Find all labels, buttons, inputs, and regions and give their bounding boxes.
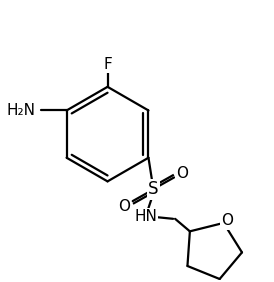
Text: S: S (148, 180, 159, 198)
Text: H₂N: H₂N (6, 103, 35, 118)
Text: F: F (103, 57, 112, 72)
Text: HN: HN (134, 209, 157, 224)
Text: O: O (221, 213, 233, 228)
Text: O: O (176, 166, 188, 181)
Text: O: O (118, 199, 130, 215)
